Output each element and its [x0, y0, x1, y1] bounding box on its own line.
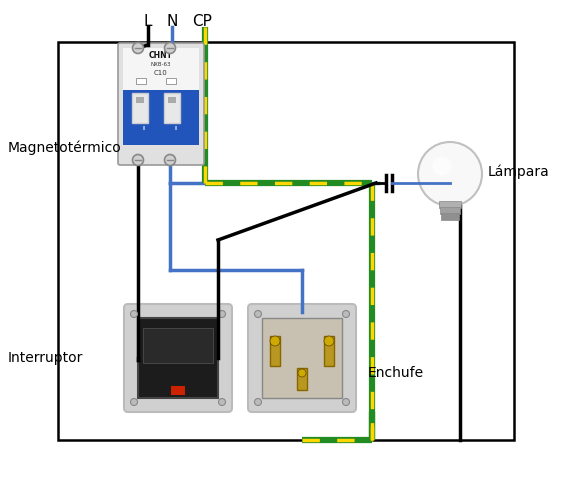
Bar: [132, 93, 148, 123]
Bar: [441, 213, 459, 220]
FancyBboxPatch shape: [118, 43, 204, 165]
Text: Enchufe: Enchufe: [368, 366, 424, 380]
Text: C10: C10: [154, 70, 168, 76]
Bar: [164, 93, 180, 123]
Text: CHNT: CHNT: [149, 50, 173, 60]
Circle shape: [132, 43, 144, 53]
Bar: [136, 97, 144, 103]
Circle shape: [270, 336, 280, 346]
Text: Magnetotérmico: Magnetotérmico: [8, 141, 122, 155]
Circle shape: [219, 398, 225, 406]
Bar: [143, 328, 213, 363]
Text: II: II: [174, 125, 178, 131]
FancyBboxPatch shape: [248, 304, 356, 412]
Bar: [440, 207, 460, 214]
Circle shape: [131, 398, 137, 406]
Circle shape: [131, 311, 137, 317]
Bar: [123, 90, 199, 145]
Bar: [324, 336, 334, 366]
FancyBboxPatch shape: [124, 304, 232, 412]
Bar: [123, 48, 199, 90]
Text: Lámpara: Lámpara: [488, 165, 550, 179]
Bar: [439, 201, 461, 208]
Circle shape: [165, 43, 176, 53]
Ellipse shape: [432, 156, 452, 176]
Text: N: N: [166, 14, 178, 29]
Bar: [262, 318, 342, 398]
Circle shape: [254, 311, 261, 317]
Circle shape: [298, 369, 306, 377]
Bar: [270, 336, 280, 366]
Circle shape: [254, 398, 261, 406]
Circle shape: [132, 155, 144, 166]
Bar: [58, 42, 514, 440]
Text: NXB-63: NXB-63: [151, 62, 171, 68]
Circle shape: [324, 336, 334, 346]
Bar: [166, 78, 176, 84]
Circle shape: [165, 155, 176, 166]
Circle shape: [418, 142, 482, 206]
Bar: [138, 318, 218, 398]
Bar: [297, 368, 307, 390]
Text: L: L: [144, 14, 152, 29]
Bar: [136, 78, 146, 84]
Circle shape: [219, 311, 225, 317]
Text: CP: CP: [192, 14, 212, 29]
Bar: [171, 386, 185, 395]
Circle shape: [343, 398, 349, 406]
Bar: [168, 97, 176, 103]
Circle shape: [343, 311, 349, 317]
Text: Interruptor: Interruptor: [8, 351, 83, 365]
Text: II: II: [143, 125, 145, 131]
